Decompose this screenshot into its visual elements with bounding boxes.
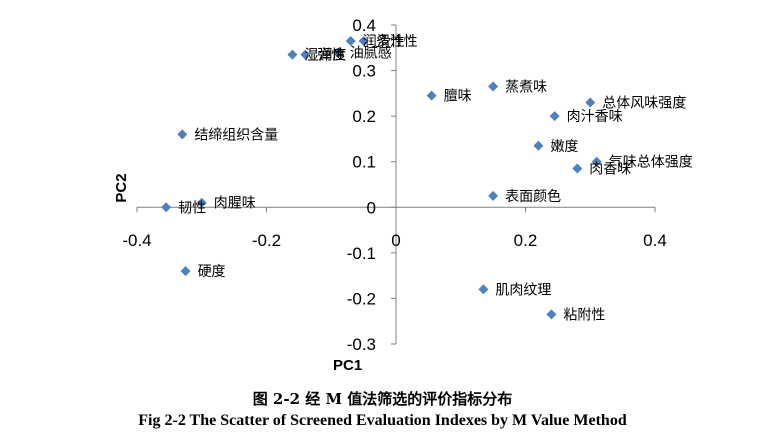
figure-caption-chinese: 图 2-2 经 M 值法筛选的评价指标分布 <box>252 390 513 408</box>
data-points <box>161 35 602 320</box>
data-point <box>549 111 560 122</box>
y-tick-label: 0.3 <box>352 62 376 81</box>
x-tick-label: -0.4 <box>122 231 151 250</box>
y-tick-label: 0 <box>367 198 376 217</box>
data-point <box>300 49 311 60</box>
y-tick-label: 0.1 <box>352 153 376 172</box>
point-label: 韧性 <box>178 200 206 216</box>
data-point <box>488 190 499 201</box>
y-axis-title: PC2 <box>113 173 130 202</box>
data-point <box>426 90 437 101</box>
data-point <box>546 309 557 320</box>
point-label: 肉汁香味 <box>567 109 623 125</box>
point-label: 粘附性 <box>563 307 605 323</box>
y-tick-label: -0.2 <box>347 289 376 308</box>
data-point <box>332 47 343 58</box>
point-label: 湿润度 <box>304 48 346 64</box>
point-label: 肌肉纹理 <box>495 282 551 298</box>
x-axis-title: PC1 <box>333 357 362 374</box>
point-label: 总体风味强度 <box>602 95 686 111</box>
point-label: 表面颜色 <box>505 188 561 205</box>
point-label: 蒸煮味 <box>505 80 547 96</box>
x-tick-label: 0.4 <box>643 231 667 250</box>
x-ticks: -0.4 -0.2 0 0.2 0.4 <box>122 207 667 250</box>
point-label: 弹性 <box>317 48 345 64</box>
y-tick-label: -0.1 <box>347 244 376 263</box>
point-label: 气味总体强度 <box>609 155 693 171</box>
y-tick-label: 0.4 <box>352 16 376 35</box>
point-label: 多汁性 <box>376 33 418 50</box>
point-label: 膻味 <box>444 89 472 105</box>
point-label: 嫩度 <box>550 139 578 155</box>
data-point <box>180 266 191 277</box>
data-point <box>287 49 298 60</box>
data-point <box>161 202 172 213</box>
x-tick-label: 0.2 <box>514 231 538 250</box>
data-point <box>488 81 499 92</box>
point-label: 油腻感 <box>350 44 392 61</box>
x-tick-label: 0 <box>391 231 400 250</box>
point-label: 肉腥味 <box>214 196 256 212</box>
point-label: 润滑性 <box>363 33 405 50</box>
data-point <box>345 35 356 46</box>
axes <box>137 25 655 344</box>
point-label: 结缔组织含量 <box>194 126 278 143</box>
point-label: 硬度 <box>198 264 226 280</box>
data-point <box>591 156 602 167</box>
data-point <box>478 284 489 295</box>
data-point <box>196 197 207 208</box>
figure-caption-english: Fig 2-2 The Scatter of Screened Evaluati… <box>138 412 627 429</box>
y-ticks: 0.4 0.3 0.2 0.1 0 -0.1 -0.2 -0.3 <box>347 16 396 354</box>
data-point <box>358 35 369 46</box>
point-label: 肉香味 <box>589 162 631 178</box>
data-point <box>177 129 188 140</box>
y-tick-label: 0.2 <box>352 107 376 126</box>
data-point <box>533 140 544 151</box>
y-tick-label: -0.3 <box>347 335 376 354</box>
data-point <box>572 163 583 174</box>
x-tick-label: -0.2 <box>252 231 281 250</box>
data-point <box>585 97 596 108</box>
